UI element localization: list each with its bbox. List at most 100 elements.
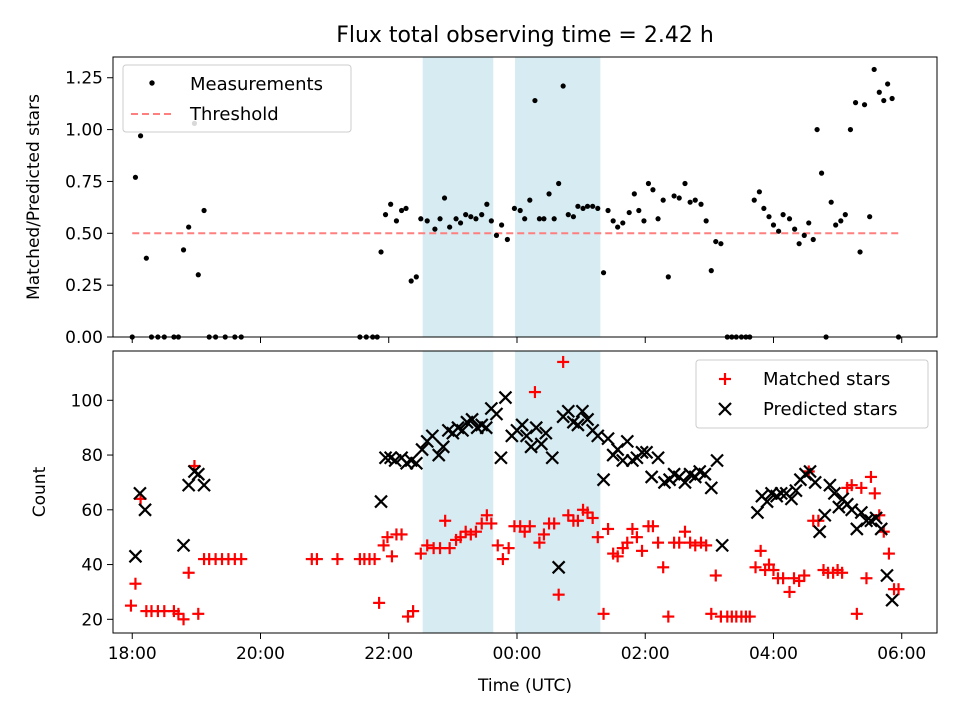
bottom-panel: 20 40 60 80 100 18:00 20:00 22:00 00:00 02:00 04:… <box>30 350 938 696</box>
predicted-star-point <box>832 500 846 514</box>
bottom-y-tick-label: 20 <box>81 610 103 630</box>
bottom-x-tick-label: 02:00 <box>621 644 670 664</box>
predicted-star-point <box>197 478 211 492</box>
predicted-star-point <box>561 404 576 419</box>
measurement-point <box>137 133 144 139</box>
matched-star-point <box>700 539 713 552</box>
measurement-point <box>532 97 538 104</box>
legend-measurements-label: Measurements <box>190 74 323 95</box>
predicted-star-point <box>812 524 827 539</box>
predicted-star-point <box>651 450 665 465</box>
matched-star-point <box>571 514 584 527</box>
top-y-axis-label: Matched/Predicted stars <box>24 94 44 300</box>
matched-star-point <box>401 610 414 623</box>
predicted-star-point <box>704 481 719 495</box>
measurement-point <box>595 205 601 212</box>
predicted-star-point <box>869 511 883 525</box>
measurement-point <box>143 255 149 261</box>
measurement-point <box>631 191 637 197</box>
bottom-y-ticks: 20 40 60 80 100 <box>71 391 113 630</box>
measurement-point <box>546 191 552 197</box>
top-x-ticks <box>131 337 903 343</box>
matched-star-point <box>459 525 472 538</box>
measurement-point <box>408 278 414 284</box>
predicted-star-point <box>128 549 143 564</box>
measurement-point <box>541 216 547 222</box>
predicted-star-point <box>874 522 888 536</box>
predicted-star-point <box>803 464 817 479</box>
measurement-point <box>713 238 719 245</box>
matched-star-point <box>743 610 756 623</box>
predicted-star-point <box>715 538 729 553</box>
bottom-y-tick-label: 100 <box>71 391 103 411</box>
matched-star-point <box>749 561 762 574</box>
measurement-point <box>600 270 607 276</box>
measurement-point <box>698 201 704 207</box>
matched-star-point <box>864 470 877 483</box>
measurement-point <box>398 207 405 214</box>
measurement-point <box>488 218 494 224</box>
measurement-point <box>861 102 868 108</box>
top-legend-box <box>122 64 352 133</box>
measurement-point <box>590 203 596 209</box>
predicted-star-point <box>374 494 388 509</box>
matched-star-point <box>892 583 905 596</box>
measurement-point <box>766 214 772 220</box>
bottom-x-tick-label: 00:00 <box>492 644 541 664</box>
predicted-star-point <box>885 593 899 607</box>
measurement-point <box>610 218 616 224</box>
predicted-star-point <box>181 478 196 492</box>
matched-star-point <box>646 520 659 533</box>
predicted-star-point <box>844 503 859 517</box>
matched-star-point <box>695 536 708 549</box>
bottom-y-tick-label: 60 <box>81 501 103 521</box>
legend-matched-label: Matched stars <box>763 369 890 390</box>
matched-star-point <box>395 528 408 541</box>
top-legend: Measurements Threshold <box>122 64 352 133</box>
bottom-legend-box <box>695 359 929 429</box>
predicted-star-point <box>455 423 470 438</box>
measurement-point <box>682 180 688 187</box>
bottom-y-axis-label: Count <box>30 466 50 517</box>
predicted-star-point <box>678 475 692 490</box>
bottom-x-axis-label: Time (UTC) <box>477 676 572 696</box>
predicted-star-point <box>529 420 543 435</box>
measurement-point <box>641 218 647 224</box>
matched-star-point <box>523 520 536 533</box>
matched-star-point <box>182 566 195 579</box>
matched-star-point <box>626 522 639 535</box>
measurement-point <box>842 212 848 218</box>
matched-star-point <box>673 536 686 549</box>
top-plot-frame <box>112 56 938 338</box>
legend-predicted-marker <box>718 402 732 416</box>
predicted-star-point <box>818 508 832 523</box>
matched-star-point <box>310 553 323 566</box>
predicted-star-point <box>601 431 615 446</box>
count-points <box>124 355 905 626</box>
measurement-point <box>479 212 485 218</box>
top-shaded-intervals <box>422 57 601 337</box>
measurement-point <box>847 126 854 133</box>
matched-star-point <box>562 509 575 522</box>
predicted-star-point <box>596 472 611 487</box>
bottom-x-ticks: 18:00 20:00 22:00 00:00 02:00 04:00 06:00 <box>108 633 926 664</box>
shaded-interval <box>422 351 494 633</box>
matched-star-point <box>788 572 801 585</box>
measurement-point <box>424 218 430 224</box>
measurement-point <box>636 207 642 214</box>
matched-star-point <box>705 607 718 620</box>
measurement-point <box>776 228 782 234</box>
matched-star-point <box>421 539 434 552</box>
measurement-point <box>871 66 877 73</box>
matched-star-point <box>662 610 675 623</box>
predicted-star-point <box>710 453 724 468</box>
matched-star-point <box>235 553 248 566</box>
measurement-point <box>867 214 873 220</box>
measurement-point <box>645 180 652 187</box>
predicted-star-point <box>133 486 147 501</box>
measurement-point <box>413 274 419 280</box>
matched-star-point <box>491 539 504 552</box>
predicted-star-point <box>827 486 842 501</box>
predicted-star-point <box>494 450 508 465</box>
measurement-point <box>756 189 762 195</box>
